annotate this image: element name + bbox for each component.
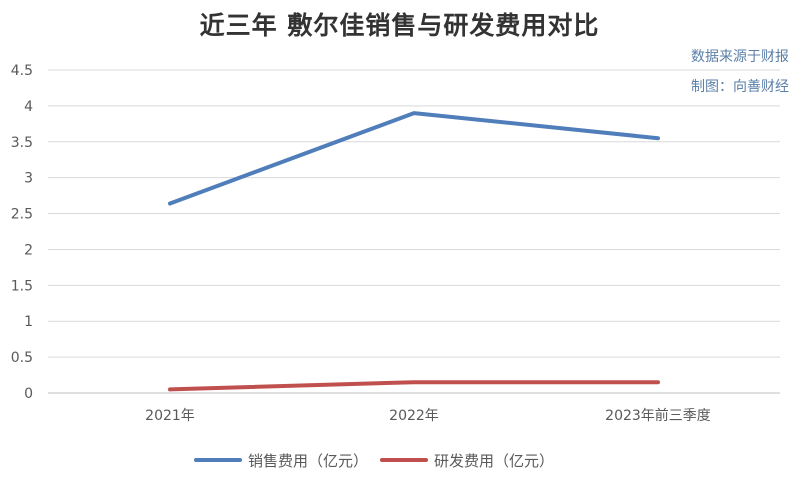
gridlines [48, 69, 780, 394]
legend-label-0: 销售费用（亿元） [248, 452, 368, 470]
y-tick-label: 4.5 [11, 63, 33, 79]
series-line-0 [168, 111, 660, 206]
y-tick-label: 3 [24, 171, 33, 187]
y-tick-label: 0 [24, 386, 33, 402]
y-tick-label: 1 [24, 314, 33, 330]
legend-label-1: 研发费用（亿元） [434, 452, 554, 470]
y-tick-label: 4 [24, 99, 33, 115]
y-tick-label: 0.5 [11, 350, 33, 366]
y-tick-label: 2 [24, 242, 33, 258]
legend: 销售费用（亿元） 研发费用（亿元） [194, 452, 554, 470]
series-line-1 [168, 380, 660, 392]
source-annotation: 数据来源于财报 [691, 49, 789, 65]
x-tick-label: 2023年前三季度 [605, 407, 711, 424]
y-tick-label: 1.5 [11, 278, 33, 294]
x-tick-label: 2021年 [145, 408, 195, 424]
y-axis-ticks: 0 0.5 1 1.5 2 2.5 3 3.5 4 4.5 [11, 63, 33, 402]
x-tick-label: 2022年 [389, 408, 439, 424]
y-tick-label: 3.5 [11, 135, 33, 151]
x-axis-ticks: 2021年 2022年 2023年前三季度 [145, 407, 711, 424]
chart-title: 近三年 敷尔佳销售与研发费用对比 [199, 11, 600, 40]
y-tick-label: 2.5 [11, 207, 33, 223]
author-annotation: 制图：向善财经 [691, 79, 789, 95]
series-lines [168, 111, 660, 392]
